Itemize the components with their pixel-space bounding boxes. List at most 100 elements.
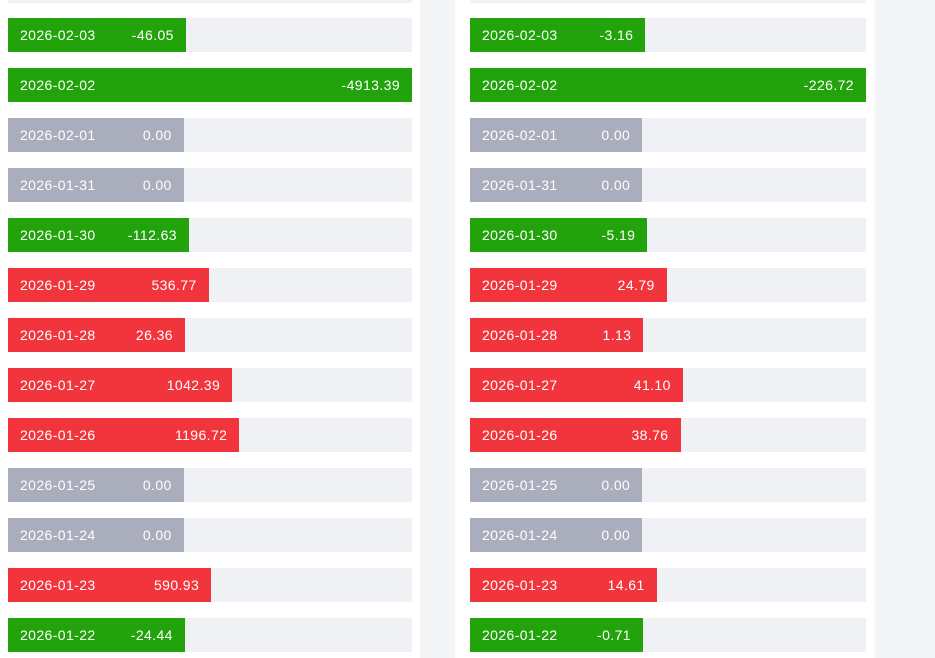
bar-value-label: 0.00 [142,477,172,493]
bar-fill[interactable]: 2026-02-02 -4913.39 [8,68,412,102]
bar-value-label: 0.00 [601,177,631,193]
bar-value-label: 1.13 [602,327,632,343]
bar-date-label: 2026-01-26 [482,427,558,443]
bar-date-label: 2026-02-03 [20,27,96,43]
bar-row: 2026-01-26 38.76 [470,418,866,452]
bar-fill[interactable]: 2026-02-01 0.00 [8,118,184,152]
bar-value-label: -226.72 [803,77,854,93]
bar-fill[interactable]: 2026-02-02 -226.72 [470,68,866,102]
bar-date-label: 2026-01-30 [482,227,558,243]
bar-fill[interactable]: 2026-01-23 14.61 [470,568,657,602]
bar-fill[interactable]: 2026-01-24 0.00 [8,518,184,552]
bar-date-label: 2026-01-23 [20,577,96,593]
bar-fill[interactable]: 2026-01-26 1196.72 [8,418,240,452]
bar-row: 2026-01-24 0.00 [8,518,412,552]
bar-row: 2026-01-29 24.79 [470,268,866,302]
bar-value-label: 41.10 [633,377,671,393]
bar-date-label: 2026-01-28 [20,327,96,343]
clipped-row-remnant [8,0,412,3]
bar-row: 2026-02-01 0.00 [470,118,866,152]
bar-row: 2026-02-03 -46.05 [8,18,412,52]
bar-fill[interactable]: 2026-01-26 38.76 [470,418,681,452]
bar-value-label: 0.00 [601,127,631,143]
bar-date-label: 2026-02-03 [482,27,558,43]
bar-value-label: 0.00 [142,177,172,193]
bar-row: 2026-01-31 0.00 [8,168,412,202]
bar-date-label: 2026-01-26 [20,427,96,443]
bar-fill[interactable]: 2026-01-29 24.79 [470,268,667,302]
bar-date-label: 2026-02-02 [482,77,558,93]
bar-fill[interactable]: 2026-01-27 41.10 [470,368,683,402]
bar-date-label: 2026-01-25 [20,477,96,493]
bar-fill[interactable]: 2026-01-31 0.00 [8,168,184,202]
bar-fill[interactable]: 2026-01-25 0.00 [470,468,643,502]
bar-value-label: -46.05 [131,27,174,43]
bar-fill[interactable]: 2026-01-31 0.00 [470,168,643,202]
bar-row: 2026-02-02 -4913.39 [8,68,412,102]
bar-row: 2026-01-22 -0.71 [470,618,866,652]
bar-date-label: 2026-01-23 [482,577,558,593]
bar-fill[interactable]: 2026-01-29 536.77 [8,268,209,302]
bar-date-label: 2026-01-22 [20,627,96,643]
panel-right: 2026-02-03 -3.16 2026-02-02 -226.72 2026-02-… [455,0,875,658]
bar-row: 2026-02-03 -3.16 [470,18,866,52]
bar-value-label: 0.00 [142,527,172,543]
bar-date-label: 2026-01-28 [482,327,558,343]
bar-row: 2026-01-30 -112.63 [8,218,412,252]
bar-value-label: 0.00 [601,477,631,493]
bar-date-label: 2026-01-24 [482,527,558,543]
bar-date-label: 2026-01-27 [482,377,558,393]
bar-row: 2026-02-01 0.00 [8,118,412,152]
bar-fill[interactable]: 2026-02-03 -3.16 [470,18,646,52]
bar-value-label: 536.77 [151,277,197,293]
bar-fill[interactable]: 2026-01-22 -0.71 [470,618,643,652]
bar-fill[interactable]: 2026-01-23 590.93 [8,568,212,602]
clipped-row-remnant [470,0,866,3]
bar-fill[interactable]: 2026-02-01 0.00 [470,118,643,152]
bar-value-label: 24.79 [617,277,655,293]
bar-value-label: 14.61 [607,577,645,593]
bar-date-label: 2026-01-30 [20,227,96,243]
bar-value-label: -0.71 [597,627,631,643]
bar-row: 2026-01-27 41.10 [470,368,866,402]
bar-value-label: 0.00 [142,127,172,143]
bar-date-label: 2026-01-31 [20,177,96,193]
bar-value-label: 26.36 [135,327,173,343]
bar-row: 2026-01-25 0.00 [8,468,412,502]
bar-value-label: 38.76 [631,427,669,443]
bar-fill[interactable]: 2026-01-25 0.00 [8,468,184,502]
bar-fill[interactable]: 2026-01-24 0.00 [470,518,643,552]
bar-date-label: 2026-01-29 [482,277,558,293]
bar-row: 2026-01-28 1.13 [470,318,866,352]
bar-list-right: 2026-02-03 -3.16 2026-02-02 -226.72 2026-02-… [470,18,866,652]
bar-list-left: 2026-02-03 -46.05 2026-02-02 -4913.39 2026-0… [8,18,412,652]
bar-fill[interactable]: 2026-01-27 1042.39 [8,368,233,402]
bar-date-label: 2026-02-01 [482,127,558,143]
bar-fill[interactable]: 2026-01-22 -24.44 [8,618,185,652]
bar-value-label: -3.16 [599,27,634,43]
bar-fill[interactable]: 2026-01-28 26.36 [8,318,185,352]
bar-value-label: -24.44 [130,627,173,643]
bar-date-label: 2026-01-25 [482,477,558,493]
panel-left: 2026-02-03 -46.05 2026-02-02 -4913.39 2026-0… [0,0,420,658]
bar-value-label: 590.93 [153,577,200,593]
bar-row: 2026-01-26 1196.72 [8,418,412,452]
bar-date-label: 2026-01-24 [20,527,96,543]
bar-row: 2026-01-22 -24.44 [8,618,412,652]
bar-row: 2026-01-27 1042.39 [8,368,412,402]
bar-fill[interactable]: 2026-01-30 -5.19 [470,218,648,252]
bar-value-label: -4913.39 [341,77,400,93]
bar-row: 2026-01-29 536.77 [8,268,412,302]
bar-row: 2026-01-23 590.93 [8,568,412,602]
bar-value-label: 1196.72 [174,427,228,443]
bar-fill[interactable]: 2026-02-03 -46.05 [8,18,186,52]
bar-date-label: 2026-01-22 [482,627,558,643]
bar-value-label: -5.19 [601,227,636,243]
bar-row: 2026-01-31 0.00 [470,168,866,202]
bar-date-label: 2026-02-02 [20,77,96,93]
bar-row: 2026-02-02 -226.72 [470,68,866,102]
bar-fill[interactable]: 2026-01-30 -112.63 [8,218,189,252]
bar-fill[interactable]: 2026-01-28 1.13 [470,318,644,352]
bar-value-label: 0.00 [601,527,631,543]
bar-date-label: 2026-01-27 [20,377,96,393]
